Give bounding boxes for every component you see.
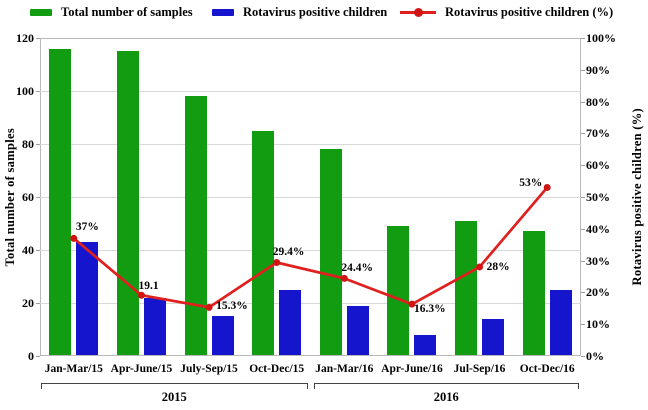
left-axis-tick	[36, 197, 40, 198]
left-axis-tick-label: 40	[22, 243, 34, 257]
positive-children-bar	[414, 334, 437, 355]
year-group-label: 2016	[433, 390, 459, 404]
percent-point-label: 24.4%	[341, 262, 373, 275]
total-samples-bar	[49, 48, 72, 355]
right-axis-tick	[581, 292, 585, 294]
percent-point-label: 53%	[519, 177, 543, 190]
positive-children-bar	[211, 316, 234, 355]
right-axis-tick	[581, 260, 585, 262]
legend-label-total-samples: Total number of samples	[61, 4, 193, 19]
gridline	[40, 144, 581, 145]
x-axis-category-label: Jul-Sep/16	[453, 363, 506, 375]
right-axis-tick	[581, 197, 585, 198]
x-axis-category-label: July-Sep/15	[180, 363, 238, 375]
right-axis-tick-label: 100%	[586, 31, 616, 45]
total-samples-bar	[455, 220, 478, 355]
right-axis-tick	[581, 133, 585, 135]
positive-children-bar	[143, 297, 166, 355]
percent-point-label: 28%	[486, 260, 510, 273]
right-axis-tick	[581, 324, 585, 326]
year-group-tick	[313, 383, 315, 389]
right-axis-tick-label: 20%	[586, 285, 610, 300]
x-axis-category-label: Jan-Mar/15	[44, 363, 103, 375]
year-group-label: 2015	[161, 390, 187, 404]
left-axis-tick-label: 0	[28, 349, 34, 363]
percent-point-label: 15.3%	[216, 300, 248, 313]
left-axis-tick	[36, 356, 40, 357]
positive-children-bar	[279, 289, 302, 355]
total-samples-swatch-icon	[30, 8, 52, 16]
percent-point-label: 37%	[75, 221, 99, 234]
legend-item-positive-children: Rotavirus positive children	[212, 3, 387, 21]
x-axis-category-label: Oct-Dec/16	[519, 363, 575, 375]
percent-point-label: 19.1	[138, 280, 159, 293]
total-samples-bar	[387, 226, 410, 355]
x-axis-category-label: Oct-Dec/15	[249, 363, 305, 375]
right-axis-tick	[581, 38, 585, 39]
positive-children-bar	[346, 305, 369, 355]
left-axis-tick	[36, 91, 40, 92]
right-axis-tick-label: 30%	[586, 253, 610, 268]
left-axis-tick	[36, 144, 40, 145]
positive-children-bar	[76, 242, 99, 355]
positive-children-bar	[482, 318, 505, 355]
positive-children-bar	[549, 289, 572, 355]
right-axis-tick-label: 80%	[586, 94, 610, 109]
right-axis-tick	[581, 101, 585, 103]
percent-point-label: 16.3%	[413, 303, 446, 316]
percent-point-label: 29.4%	[272, 245, 305, 258]
x-axis-category-label: Apr-June/16	[381, 363, 443, 375]
total-samples-bar	[116, 51, 139, 355]
positive-children-swatch-icon	[212, 8, 234, 16]
legend-label-positive-children: Rotavirus positive children	[243, 4, 388, 19]
right-axis-tick	[581, 356, 585, 357]
total-samples-bar	[319, 149, 342, 355]
total-samples-bar	[522, 231, 545, 355]
legend-item-positive-percent: Rotavirus positive children (%)	[400, 3, 613, 21]
right-axis-tick-label: 10%	[586, 317, 610, 332]
gridline	[40, 91, 581, 92]
left-axis-tick-label: 120	[16, 31, 34, 45]
left-axis-tick	[36, 38, 40, 39]
left-axis-tick-label: 100	[16, 84, 34, 98]
year-group-tick	[578, 383, 579, 389]
right-axis-tick	[581, 228, 585, 230]
x-axis-category-label: Apr-June/15	[110, 363, 173, 375]
right-axis-tick-label: 70%	[586, 126, 610, 141]
right-axis-tick	[581, 69, 585, 71]
right-axis-tick-label: 50%	[586, 190, 610, 204]
x-axis-category-label: Jan-Mar/16	[315, 363, 374, 375]
legend-label-positive-percent: Rotavirus positive children (%)	[445, 4, 614, 19]
total-samples-bar	[252, 130, 275, 355]
total-samples-bar	[184, 96, 207, 355]
left-axis-tick-label: 60	[22, 190, 34, 204]
right-axis-tick-label: 90%	[586, 62, 610, 77]
right-axis-tick-label: 60%	[586, 158, 610, 173]
positive-percent-line-marker-icon	[400, 7, 436, 17]
year-group-tick	[306, 383, 308, 389]
right-axis-tick-label: 0%	[586, 349, 604, 363]
left-axis-tick-label: 20	[22, 296, 34, 310]
year-group-line	[41, 383, 308, 384]
year-group-line	[313, 383, 579, 384]
right-axis-title: Rotavirus positive children (%)	[629, 108, 644, 286]
left-axis-tick	[36, 303, 40, 304]
legend-item-total-samples: Total number of samples	[30, 3, 193, 21]
right-axis-tick	[581, 165, 585, 167]
left-axis-tick-label: 80	[22, 137, 34, 151]
right-axis-tick-label: 40%	[586, 221, 610, 236]
left-axis-tick	[36, 250, 40, 251]
year-group-tick	[41, 383, 42, 389]
